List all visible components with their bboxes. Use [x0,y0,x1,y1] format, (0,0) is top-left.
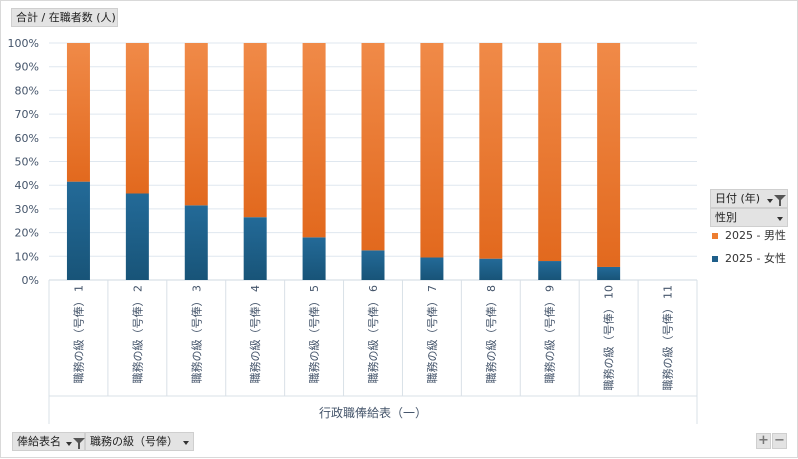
bar-male[interactable] [125,43,149,194]
y-tick-label: 20% [15,227,39,240]
legend-sex-field-label: 性別 [715,211,737,224]
value-field-label: 合計 / 在職者数 (人) [16,11,116,24]
x-tick-label: 職務の級（号俸） 10 [602,285,616,391]
y-tick-label: 70% [15,108,39,121]
y-tick-label: 60% [15,132,39,145]
bar-female[interactable] [479,258,503,280]
bar-female[interactable] [597,266,621,280]
y-tick-label: 30% [15,203,39,216]
bar-female[interactable] [302,237,326,280]
filter-icon [774,195,786,206]
bar-female[interactable] [420,257,444,280]
bar-male[interactable] [538,43,562,262]
x-tick-label: 職務の級（号俸） 6 [366,285,380,384]
legend-label-female: 2025 - 女性 [725,252,786,265]
bar-female[interactable] [66,181,90,280]
zoom-in-button[interactable]: + [756,433,771,449]
bar-female[interactable] [243,217,267,280]
x-tick-label: 職務の級（号俸） 9 [543,285,557,384]
y-axis-ticks: 0% 10% 20% 30% 40% 50% 60% 70% 80% 90% 100% [8,37,39,287]
legend-date-field-button[interactable]: 日付 (年) [710,189,788,208]
x-tick-label: 職務の級（号俸） 2 [130,285,144,384]
legend-sex-field-button[interactable]: 性別 [710,208,788,227]
y-tick-label: 50% [15,156,39,169]
legend-label-male: 2025 - 男性 [725,229,786,242]
legend-swatch-female [712,256,718,262]
bar-female[interactable] [538,261,562,280]
axis-grade-field-button[interactable]: 職務の級（号俸） [85,432,194,451]
dropdown-arrow-icon [66,442,72,446]
x-axis-group-label: 行政職俸給表（一） [319,406,427,420]
y-tick-label: 10% [15,250,39,263]
bar-male[interactable] [66,43,90,182]
x-tick-label: 職務の級（号俸） 5 [307,285,321,384]
x-tick-label: 職務の級（号俸） 8 [484,285,498,384]
y-tick-label: 0% [22,274,39,287]
x-axis-separators [48,280,698,424]
x-tick-label: 職務の級（号俸） 7 [425,285,439,384]
y-tick-label: 90% [15,61,39,74]
bar-male[interactable] [243,43,267,218]
bar-male[interactable] [361,43,385,251]
dropdown-arrow-icon [767,199,773,203]
y-tick-label: 40% [15,179,39,192]
x-tick-label: 職務の級（号俸） 4 [248,285,262,384]
bar-male[interactable] [420,43,444,258]
bar-male[interactable] [302,43,326,238]
axis-payscale-field-label: 俸給表名 [17,435,61,448]
x-tick-label: 職務の級（号俸） 11 [661,285,675,391]
axis-payscale-field-button[interactable]: 俸給表名 [12,432,85,451]
y-tick-label: 100% [8,37,39,50]
dropdown-arrow-icon [777,217,783,221]
bar-female[interactable] [125,193,149,280]
dropdown-arrow-icon [183,441,189,445]
x-axis-labels: 職務の級（号俸） 1 職務の級（号俸） 2 職務の級（号俸） 3 職務の級（号俸） 4… [71,285,674,391]
x-tick-label: 職務の級（号俸） 1 [71,285,85,384]
filter-icon [73,438,85,449]
legend-swatch-male [712,233,718,239]
y-tick-label: 80% [15,84,39,97]
bar-male[interactable] [597,43,621,267]
axis-grade-field-label: 職務の級（号俸） [90,435,178,448]
bar-female[interactable] [184,205,208,280]
bar-female[interactable] [361,250,385,280]
bar-male[interactable] [479,43,503,259]
bar-male[interactable] [184,43,208,206]
x-tick-label: 職務の級（号俸） 3 [189,285,203,384]
bars [66,43,621,280]
zoom-out-button[interactable]: − [772,433,787,449]
value-field-button[interactable]: 合計 / 在職者数 (人) [11,8,118,27]
legend-date-field-label: 日付 (年) [715,192,761,205]
